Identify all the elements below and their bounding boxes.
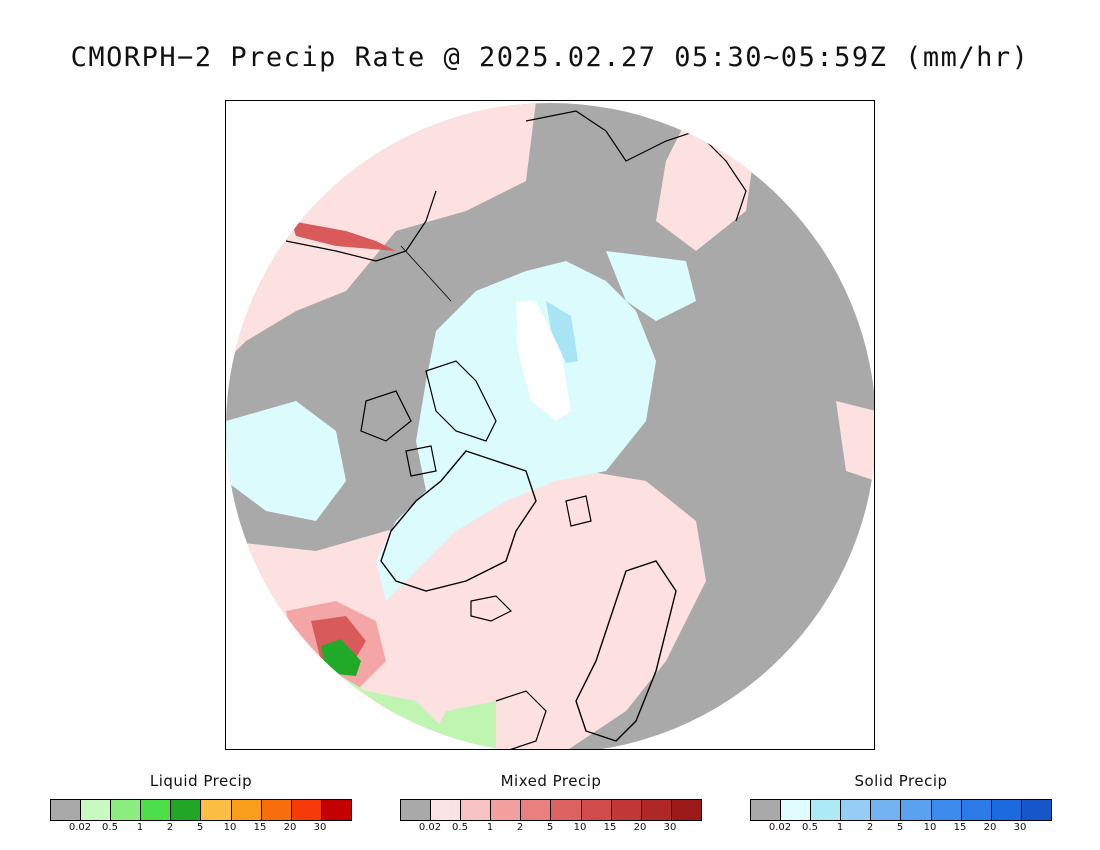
legend-swatch: [641, 800, 672, 820]
legend-swatch: [581, 800, 612, 820]
legend-swatch: [611, 800, 642, 820]
legend-tick-label: 0.5: [802, 822, 818, 833]
legend-tick-label: 20: [283, 822, 297, 833]
legend-tick-label: 0.02: [768, 822, 792, 833]
legend-swatch: [491, 800, 522, 820]
mixed-precip-east: [836, 401, 874, 481]
tick-labels: 0.02 0.5 1 2 5 10 15 20 30: [400, 822, 700, 836]
solid-precip-arctic: [376, 261, 656, 601]
legend-swatch: [291, 800, 322, 820]
chart-title: CMORPH−2 Precip Rate @ 2025.02.27 05:30~…: [70, 42, 1030, 73]
legend-swatch: [871, 800, 902, 820]
legend-tick-label: 2: [516, 822, 524, 833]
legend-swatch: [171, 800, 202, 820]
legend-swatch: [401, 800, 432, 820]
solid-precip-west: [226, 401, 346, 521]
legend-swatch: [841, 800, 872, 820]
color-scale: [750, 799, 1052, 821]
liquid-precip-heavy: [321, 639, 361, 676]
legend-swatch: [261, 800, 292, 820]
legend-swatch: [671, 800, 701, 820]
legend-tick-label: 15: [953, 822, 967, 833]
legend-swatch: [991, 800, 1022, 820]
solid-precip-siberia: [606, 251, 696, 321]
scandinavia-coastline: [575, 560, 677, 742]
iceland-coastline: [470, 595, 513, 622]
solid-precip-moderate: [546, 301, 578, 363]
boundary-line: [400, 245, 452, 302]
legend-swatch: [231, 800, 262, 820]
legend-swatch: [431, 800, 462, 820]
alaska-coastline: [285, 190, 437, 262]
uk-coastline: [495, 690, 547, 749]
legend-tick-label: 2: [866, 822, 874, 833]
legend-tick-label: 30: [1013, 822, 1027, 833]
color-scale: [400, 799, 702, 821]
legend-swatch: [81, 800, 112, 820]
legend-tick-label: 30: [313, 822, 327, 833]
greenland-coastline: [380, 450, 537, 592]
arctic-islands-coastline: [360, 360, 497, 477]
legend-tick-label: 1: [486, 822, 494, 833]
mixed-precip-heavy-bering: [291, 221, 396, 251]
color-scale: [50, 799, 352, 821]
legend-tick-label: 10: [923, 822, 937, 833]
legend-tick-label: 0.5: [102, 822, 118, 833]
legend-tick-label: 0.5: [452, 822, 468, 833]
legend-tick-label: 5: [896, 822, 904, 833]
legend-title: Mixed Precip: [500, 772, 602, 790]
legend-tick-label: 10: [223, 822, 237, 833]
legend-swatch: [961, 800, 992, 820]
legend-liquid: Liquid Precip 0.02 0.5 1 2 5 10 15 20 30: [50, 772, 352, 836]
legend-swatch: [51, 800, 82, 820]
siberia-coastline: [525, 110, 747, 222]
legend-tick-label: 30: [663, 822, 677, 833]
legend-tick-label: 20: [983, 822, 997, 833]
legend-tick-label: 10: [573, 822, 587, 833]
legend-swatch: [901, 800, 932, 820]
legend-tick-label: 5: [196, 822, 204, 833]
legend-swatch: [751, 800, 782, 820]
legend-tick-label: 0.02: [418, 822, 442, 833]
legend-swatch: [1021, 800, 1051, 820]
legend-swatch: [521, 800, 552, 820]
legend-swatch: [811, 800, 842, 820]
legend-mixed: Mixed Precip 0.02 0.5 1 2 5 10 15 20 30: [400, 772, 702, 836]
svalbard-coastline: [565, 495, 592, 527]
solid-precip-pole: [516, 301, 571, 421]
legend-title: Liquid Precip: [149, 772, 253, 790]
legend-tick-label: 0.02: [68, 822, 92, 833]
legend-tick-label: 20: [633, 822, 647, 833]
legend-swatch: [321, 800, 351, 820]
legend-swatch: [931, 800, 962, 820]
precip-field: [226, 103, 874, 749]
legend-tick-label: 15: [253, 822, 267, 833]
legend-swatch: [111, 800, 142, 820]
legend-swatch: [781, 800, 812, 820]
legend-swatch: [551, 800, 582, 820]
legend-swatch: [201, 800, 232, 820]
legend-solid: Solid Precip 0.02 0.5 1 2 5 10 15 20 30: [750, 772, 1052, 836]
legend-tick-label: 15: [603, 822, 617, 833]
legend-tick-label: 1: [836, 822, 844, 833]
tick-labels: 0.02 0.5 1 2 5 10 15 20 30: [750, 822, 1050, 836]
legend-swatch: [141, 800, 172, 820]
polar-map: [225, 100, 875, 750]
legend-title: Solid Precip: [854, 772, 948, 790]
map-canvas: [226, 103, 874, 749]
legend-swatch: [461, 800, 492, 820]
legend-tick-label: 2: [166, 822, 174, 833]
tick-labels: 0.02 0.5 1 2 5 10 15 20 30: [50, 822, 350, 836]
legend-tick-label: 1: [136, 822, 144, 833]
legend-tick-label: 5: [546, 822, 554, 833]
